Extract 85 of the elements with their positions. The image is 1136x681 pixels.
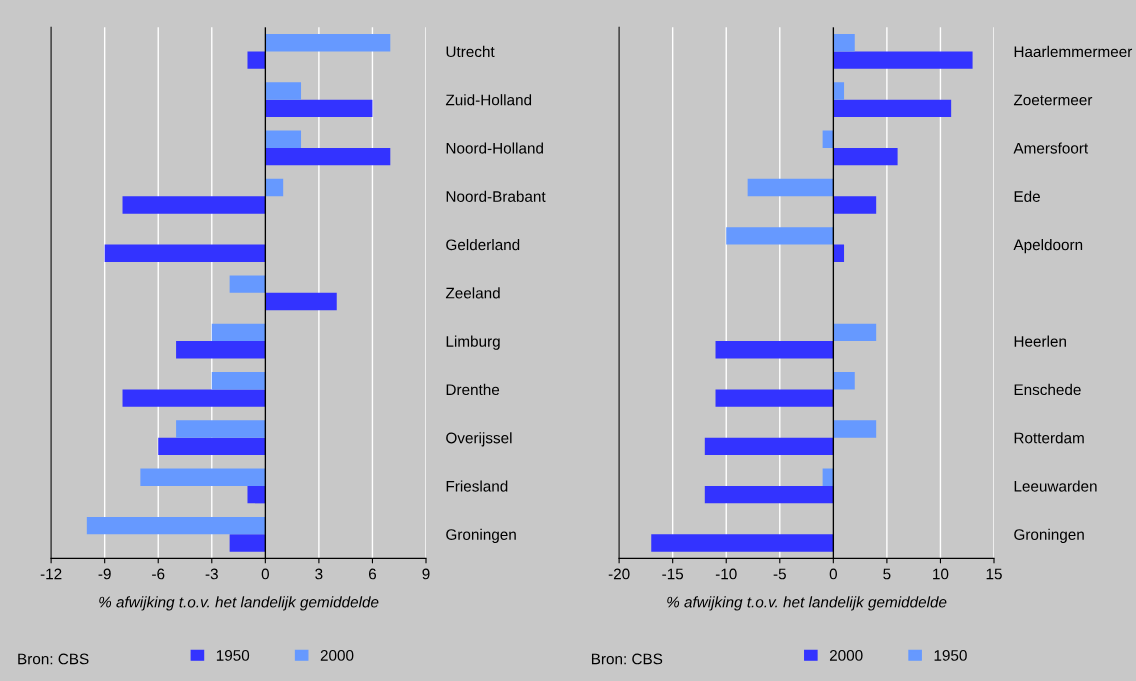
bar xyxy=(140,468,266,486)
bar xyxy=(176,420,266,438)
x-axis-title: % afwijking t.o.v. het landelijk gemiddelde xyxy=(667,596,947,611)
bar xyxy=(726,227,834,245)
y-tick-label: Gelderland xyxy=(446,239,520,251)
y-tick-label: Utrecht xyxy=(446,45,495,58)
bar xyxy=(265,292,337,311)
x-tick-label: 5 xyxy=(883,568,891,580)
bar xyxy=(247,485,266,504)
y-tick-label: Zeeland xyxy=(445,287,500,299)
y-tick-label: Limburg xyxy=(446,335,500,350)
y-tick-label: Ede xyxy=(1014,190,1040,202)
bar xyxy=(715,389,834,407)
bar xyxy=(833,34,855,52)
legend-label: 1950 xyxy=(934,650,967,661)
x-tick-label: -15 xyxy=(662,568,684,580)
x-tick-label: 6 xyxy=(368,568,377,580)
bar xyxy=(822,468,834,486)
text: Bron: CBS xyxy=(591,653,663,665)
x-tick-label: -5 xyxy=(773,568,786,580)
bar xyxy=(265,130,302,148)
bar xyxy=(176,341,266,359)
y-tick-label: Apeldoorn xyxy=(1013,239,1083,254)
legend-label: 1950 xyxy=(216,650,250,661)
y-tick-label: Zoetermeer xyxy=(1013,94,1093,106)
bar xyxy=(265,82,302,100)
bar xyxy=(122,196,266,214)
legend-label: 2000 xyxy=(829,650,863,661)
bar xyxy=(229,275,266,293)
y-tick-label: Enschede xyxy=(1014,383,1081,396)
y-tick-label: Groningen xyxy=(1014,528,1084,543)
x-tick-label: 0 xyxy=(261,568,269,580)
x-tick-label: -6 xyxy=(152,568,165,580)
x-tick-label: 15 xyxy=(986,568,1002,580)
bar xyxy=(833,244,845,262)
y-tick-label: Overijssel xyxy=(446,432,512,447)
x-axis-title: % afwijking t.o.v. het landelijk gemiddelde xyxy=(99,596,379,611)
y-tick-label: Leeuwarden xyxy=(1014,480,1097,492)
legend-label: 2000 xyxy=(320,650,354,661)
x-tick-label: 0 xyxy=(829,568,837,580)
bar xyxy=(265,147,391,166)
y-tick-label: Noord-Holland xyxy=(446,142,543,154)
x-tick-label: -10 xyxy=(715,568,737,580)
x-tick-label: -3 xyxy=(205,568,218,580)
x-tick-label: 9 xyxy=(422,568,430,580)
bar xyxy=(833,420,877,438)
bar xyxy=(247,51,266,69)
bar xyxy=(122,389,266,407)
bar xyxy=(158,437,266,456)
y-tick-label: Noord-Brabant xyxy=(446,190,546,202)
text: Bron: CBS xyxy=(18,653,89,665)
y-tick-label: Drenthe xyxy=(446,383,500,396)
y-tick-label: Rotterdam xyxy=(1014,432,1084,444)
x-tick-label: 3 xyxy=(315,568,323,580)
bar xyxy=(651,534,834,552)
bar xyxy=(265,178,284,197)
bar xyxy=(704,437,834,456)
bar xyxy=(833,196,877,214)
bar xyxy=(715,341,834,359)
x-tick-label: -20 xyxy=(608,568,630,580)
y-tick-label: Heerlen xyxy=(1014,335,1066,347)
x-tick-label: 10 xyxy=(933,568,949,580)
bar xyxy=(833,51,973,69)
bar xyxy=(211,323,266,342)
x-tick-label: -9 xyxy=(98,568,111,580)
bar xyxy=(833,82,845,100)
bar xyxy=(211,372,266,390)
bar xyxy=(833,99,952,118)
y-tick-label: Friesland xyxy=(446,480,508,492)
bar xyxy=(229,534,266,552)
bar xyxy=(822,130,834,148)
bar xyxy=(833,372,855,390)
bar xyxy=(704,485,834,504)
x-tick-label: -12 xyxy=(40,568,62,580)
bar xyxy=(265,99,373,118)
y-tick-label: Haarlemmermeer xyxy=(1014,45,1133,58)
bar xyxy=(104,244,266,262)
bar xyxy=(265,34,391,52)
y-tick-label: Zuid-Holland xyxy=(445,94,532,106)
y-tick-label: Amersfoort xyxy=(1013,142,1089,154)
bar xyxy=(833,147,898,166)
bar xyxy=(86,516,266,535)
bar xyxy=(747,178,834,197)
bar xyxy=(833,323,877,342)
y-tick-label: Groningen xyxy=(446,528,516,543)
